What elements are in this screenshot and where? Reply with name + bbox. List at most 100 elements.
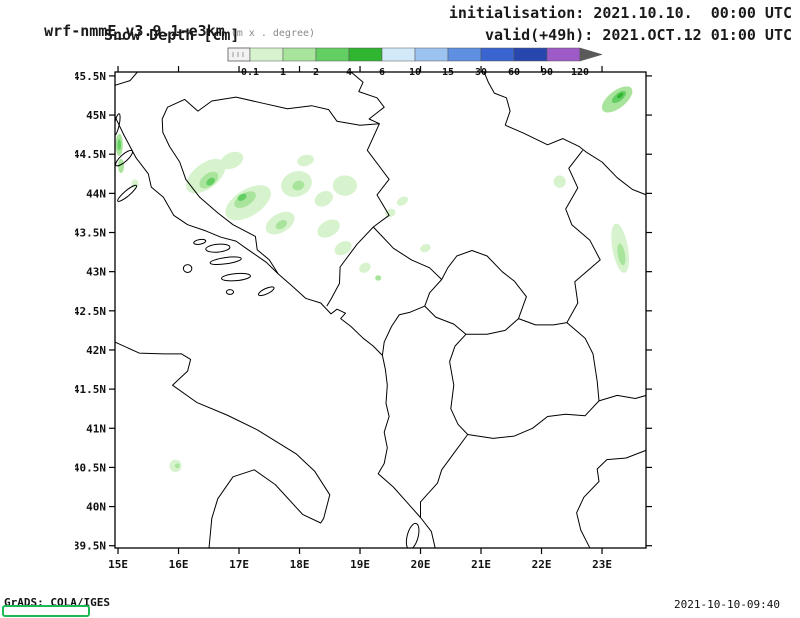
model-units-note: (m x . degree) xyxy=(230,28,316,39)
snow-patch xyxy=(174,463,180,469)
lat-tick-label: 43N xyxy=(86,266,106,279)
map-frame xyxy=(114,71,647,549)
lat-tick-label: 40.5N xyxy=(75,461,106,474)
coastline-border-line xyxy=(505,124,588,153)
model-name: wrf-nmmE_v3.9.1-e3km xyxy=(44,22,225,40)
snow-patch xyxy=(117,139,122,151)
lon-tick-label: 19E xyxy=(350,558,370,571)
island-outline xyxy=(209,256,242,265)
snow-patch xyxy=(617,92,624,99)
lon-tick-label: 23E xyxy=(592,558,612,571)
island-outline xyxy=(115,149,134,167)
snow-patch xyxy=(220,151,244,170)
snow-patch xyxy=(317,219,340,238)
island-outline xyxy=(221,272,251,282)
lat-tick-label: 40N xyxy=(86,501,106,514)
axis-ticks xyxy=(109,66,652,554)
lat-tick-label: 41.5N xyxy=(75,383,106,396)
island-outline xyxy=(115,113,121,136)
coastline-border-line xyxy=(115,72,138,86)
snow-patch xyxy=(118,158,125,174)
lon-tick-label: 18E xyxy=(290,558,310,571)
colorbar-under-segment xyxy=(227,47,251,62)
grads-logo-box xyxy=(2,605,90,617)
colorbar-segment xyxy=(513,47,548,62)
snow-patch xyxy=(359,262,371,273)
snow-patch xyxy=(553,175,566,188)
lon-tick-label: 21E xyxy=(471,558,491,571)
colorbar-segment xyxy=(546,47,581,62)
colorbar-segment xyxy=(414,47,449,62)
lat-tick-label: 42N xyxy=(86,344,106,357)
coastline-border-line xyxy=(372,226,443,280)
colorbar-over-arrow xyxy=(579,47,603,62)
snow-patch xyxy=(334,241,352,256)
colorbar-segment xyxy=(249,47,284,62)
island-outline xyxy=(405,522,420,548)
island-outline xyxy=(193,238,207,245)
coastline-border-line xyxy=(350,72,385,125)
lon-tick-label: 22E xyxy=(532,558,552,571)
snow-patch xyxy=(131,179,139,189)
lat-tick-label: 42.5N xyxy=(75,305,106,318)
island-outline xyxy=(182,264,193,273)
coastline-border-line xyxy=(449,333,469,435)
colorbar-segment xyxy=(282,47,317,62)
lon-tick-label: 15E xyxy=(108,558,128,571)
model-title: wrf-nmmE_v3.9.1-e3km (m x . degree) xyxy=(8,4,315,58)
coastline-border-line xyxy=(598,394,646,402)
lon-tick-label: 16E xyxy=(169,558,189,571)
coastline-border-line xyxy=(115,116,436,548)
variable-title: Snow Depth [cm] xyxy=(104,26,240,44)
colorbar-segment xyxy=(447,47,482,62)
lat-tick-label: 39.5N xyxy=(75,540,106,553)
coastline-border-line xyxy=(424,250,527,335)
snow-patch xyxy=(396,196,408,206)
island-outline xyxy=(205,243,231,253)
snow-patch xyxy=(275,220,287,230)
creation-timestamp: 2021-10-10-09:40 xyxy=(674,598,780,611)
map-lines xyxy=(115,72,646,548)
snow-patch xyxy=(420,244,431,253)
colorbar-segment xyxy=(315,47,350,62)
coastline-border-line xyxy=(576,449,646,548)
coastline-border-line xyxy=(565,149,601,323)
snow-patch xyxy=(332,175,357,196)
snow-patch xyxy=(206,177,215,186)
axis-labels: 45.5N 45N 44.5N 44N 43.5N 43N 42.5N 42N 41.5N 41N… xyxy=(75,70,612,571)
lat-tick-label: 41N xyxy=(86,422,106,435)
coastline-border-line xyxy=(586,152,646,196)
snow-patch xyxy=(297,154,314,167)
island-outline xyxy=(117,184,138,202)
lat-tick-label: 43.5N xyxy=(75,227,106,240)
lat-tick-label: 45N xyxy=(86,109,106,122)
coastline-border-line xyxy=(115,341,331,548)
coastline-border-line xyxy=(381,305,425,356)
lon-tick-label: 17E xyxy=(229,558,249,571)
island-outline xyxy=(257,286,275,297)
snow-patch xyxy=(314,191,333,207)
coastline-border-line xyxy=(518,318,567,326)
lat-tick-label: 44N xyxy=(86,187,106,200)
coastline-border-line xyxy=(566,322,600,401)
lat-tick-label: 44.5N xyxy=(75,148,106,161)
valid-time-label: valid(+49h): 2021.OCT.12 01:00 UTC xyxy=(484,26,792,44)
lat-tick-label: 45.5N xyxy=(75,70,106,83)
island-outline xyxy=(225,289,235,295)
snow-patch xyxy=(234,191,256,208)
snow-shading xyxy=(115,86,633,473)
colorbar-segment xyxy=(348,47,383,62)
coastline-border-line xyxy=(420,434,469,518)
colorbar-segment xyxy=(480,47,515,62)
snow-patch xyxy=(617,243,626,266)
map-canvas: 45.5N 45N 44.5N 44N 43.5N 43N 42.5N 42N 41.5N 41N… xyxy=(75,66,652,571)
snow-patch xyxy=(292,180,305,191)
coastline-border-line xyxy=(483,72,511,126)
snow-patch xyxy=(384,208,396,218)
coastline-border-line xyxy=(467,400,600,439)
coastline-border-line xyxy=(161,96,390,307)
init-time-label: initialisation: 2021.10.10. 00:00 UTC xyxy=(448,4,792,22)
colorbar-segment xyxy=(381,47,416,62)
lon-tick-label: 20E xyxy=(411,558,431,571)
